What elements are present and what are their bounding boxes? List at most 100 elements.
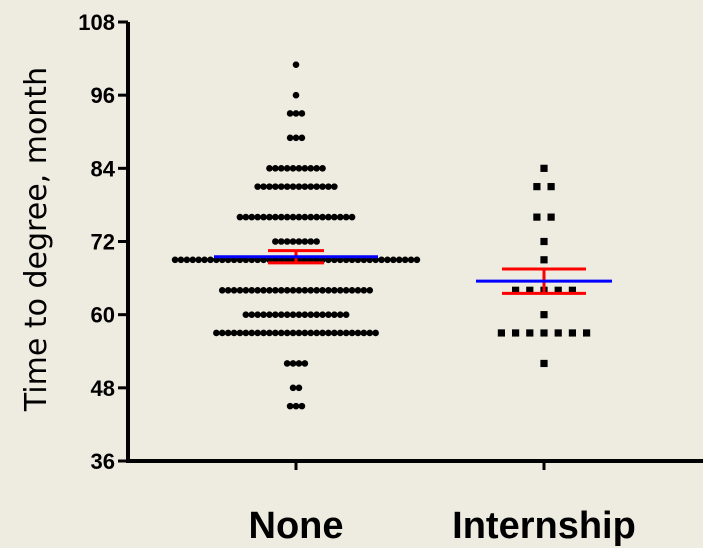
data-point [201,256,208,264]
y-tick-label: 84 [91,156,116,181]
data-point [336,311,344,318]
data-point [512,286,520,294]
data-point [568,329,576,337]
data-point [540,359,548,368]
data-point [301,311,309,318]
data-point [319,165,326,172]
data-point [277,311,285,318]
data-point [401,256,409,264]
y-tick-label: 72 [91,230,115,255]
data-point [289,360,297,367]
data-point [260,183,267,190]
data-marks [171,61,591,410]
data-point [301,213,309,221]
data-point [289,384,297,392]
data-point [342,213,350,221]
data-point [254,329,261,337]
data-point [325,183,332,190]
data-point [272,329,279,337]
data-point [272,183,279,190]
data-point [313,213,320,221]
data-point [289,238,297,245]
data-point [283,360,291,367]
data-point [325,329,332,337]
data-point [540,311,548,319]
data-point [260,311,267,318]
data-point [348,213,356,221]
data-point [295,360,303,367]
data-point [289,286,297,294]
data-point [307,183,315,190]
axes: 36 48 60 72 84 96 108 None Internship [78,10,703,547]
data-point [313,286,320,294]
data-point [195,256,202,264]
data-point [295,286,303,294]
x-tick-label: None [249,505,344,547]
data-point [298,402,306,410]
data-point [254,183,261,190]
data-point [283,238,291,245]
data-point [342,286,350,294]
data-point [266,329,273,337]
data-point [360,286,368,294]
y-tick-label: 96 [91,83,115,108]
data-point [272,213,279,221]
data-point [248,329,256,337]
data-point [286,134,294,142]
data-point [360,329,368,337]
data-point [292,134,300,142]
data-point [189,256,197,264]
data-point [313,165,320,172]
data-point [283,311,291,318]
data-point [307,213,315,221]
data-point [319,329,326,337]
data-point [283,286,291,294]
data-point [272,311,279,318]
data-point [218,286,226,294]
data-point [331,286,338,294]
data-point [540,256,548,264]
data-point [295,311,303,318]
data-point [378,256,385,264]
data-point [295,183,303,190]
data-point [526,329,534,337]
data-point [295,238,303,245]
data-point [307,165,315,172]
data-point [236,286,244,294]
data-point [248,286,256,294]
data-point [313,183,320,190]
data-point [354,286,362,294]
data-point [171,256,179,264]
data-point [331,183,338,190]
data-point [307,329,315,337]
data-point [298,110,306,117]
data-point [277,183,285,190]
data-point [319,286,326,294]
data-point [289,213,297,221]
data-point [307,311,315,318]
data-point [301,286,309,294]
y-tick-label: 48 [91,376,115,401]
data-point [242,213,250,221]
data-point [277,165,285,172]
data-point [319,213,326,221]
data-point [497,329,505,337]
data-point [230,329,238,337]
data-point [301,329,309,337]
y-tick-label: 36 [91,449,115,474]
data-point [242,329,250,337]
data-point [348,286,356,294]
data-point [319,311,326,318]
data-point [295,165,303,172]
data-point [547,213,555,221]
data-point [266,165,273,172]
data-point [583,329,591,337]
data-point [354,329,362,337]
data-point [254,213,261,221]
data-point [266,286,273,294]
y-axis-label: Time to degree, month [19,67,54,412]
data-point [242,311,250,318]
data-point [336,329,344,337]
